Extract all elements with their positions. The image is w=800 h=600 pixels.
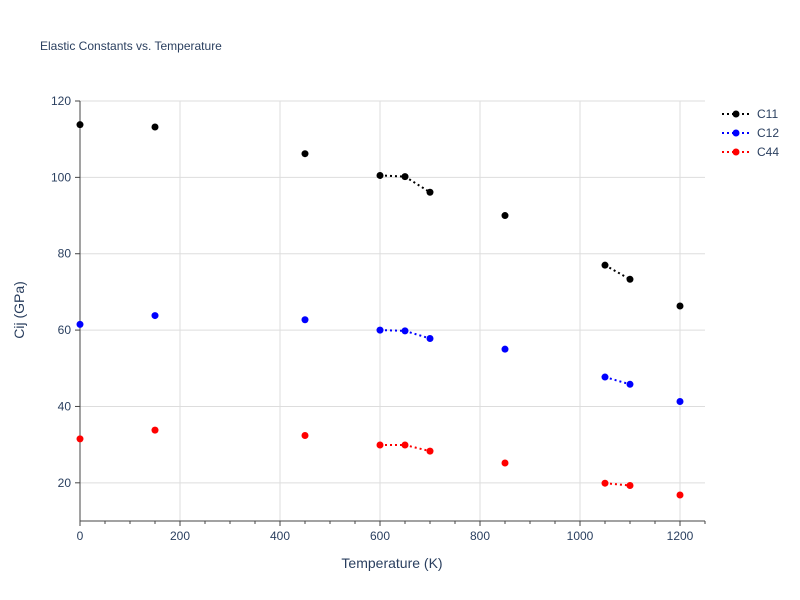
legend-label: C44: [757, 145, 779, 159]
series-line: [604, 482, 631, 487]
data-point: [676, 397, 684, 405]
x-tick-label: 200: [170, 529, 190, 543]
data-point: [676, 491, 684, 499]
y-tick-label: 100: [51, 170, 71, 184]
y-axis-title: Cij (GPa): [11, 281, 27, 339]
x-tick-label: 1000: [567, 529, 594, 543]
legend-item-c44[interactable]: C44: [722, 145, 779, 159]
data-point: [401, 173, 409, 181]
series-c44: [76, 426, 684, 499]
y-tick-label: 40: [58, 399, 72, 413]
legend-item-c11[interactable]: C11: [722, 107, 778, 121]
data-point: [626, 275, 634, 283]
data-point: [601, 479, 609, 487]
series-c11: [76, 121, 684, 310]
data-point: [601, 373, 609, 381]
x-tick-label: 600: [370, 529, 390, 543]
x-tick-label: 1200: [667, 529, 694, 543]
data-point: [151, 312, 159, 320]
data-point: [601, 261, 609, 269]
data-point: [301, 316, 309, 324]
series-c12: [76, 312, 684, 405]
y-tick-label: 120: [51, 94, 71, 108]
axes: 0 200 400 600 800 1000 1200 20 40 60 80 100 120: [51, 94, 706, 543]
y-tick-label: 80: [58, 247, 72, 261]
data-point: [76, 121, 84, 129]
data-point: [501, 459, 509, 467]
data-point: [76, 320, 84, 328]
data-point: [501, 345, 509, 353]
data-point: [376, 326, 384, 334]
grid-lines: [80, 100, 705, 521]
y-tick-label: 20: [58, 476, 72, 490]
series-line: [604, 376, 631, 386]
x-tick-label: 0: [77, 529, 84, 543]
data-point: [376, 441, 384, 449]
data-point: [76, 435, 84, 443]
x-axis-title: Temperature (K): [341, 555, 442, 571]
data-point: [376, 171, 384, 179]
data-point: [151, 123, 159, 131]
data-point: [676, 302, 684, 310]
x-tick-label: 800: [470, 529, 490, 543]
legend-marker: [732, 110, 740, 118]
legend-item-c12[interactable]: C12: [722, 126, 779, 140]
data-point: [426, 188, 434, 196]
legend[interactable]: C11 C12 C44: [722, 107, 779, 159]
legend-marker: [732, 129, 740, 137]
x-tick-label: 400: [270, 529, 290, 543]
data-point: [426, 334, 434, 342]
data-point: [626, 481, 634, 489]
data-point: [501, 212, 509, 220]
chart-title: Elastic Constants vs. Temperature: [40, 39, 222, 53]
data-point: [401, 327, 409, 335]
data-point: [301, 150, 309, 158]
legend-label: C11: [757, 107, 778, 121]
data-point: [401, 441, 409, 449]
data-point: [426, 447, 434, 455]
data-point: [626, 380, 634, 388]
y-tick-label: 60: [58, 323, 72, 337]
data-point: [151, 426, 159, 434]
data-point: [301, 431, 309, 439]
legend-label: C12: [757, 126, 779, 140]
legend-marker: [732, 148, 740, 156]
series-layer: [76, 121, 684, 499]
